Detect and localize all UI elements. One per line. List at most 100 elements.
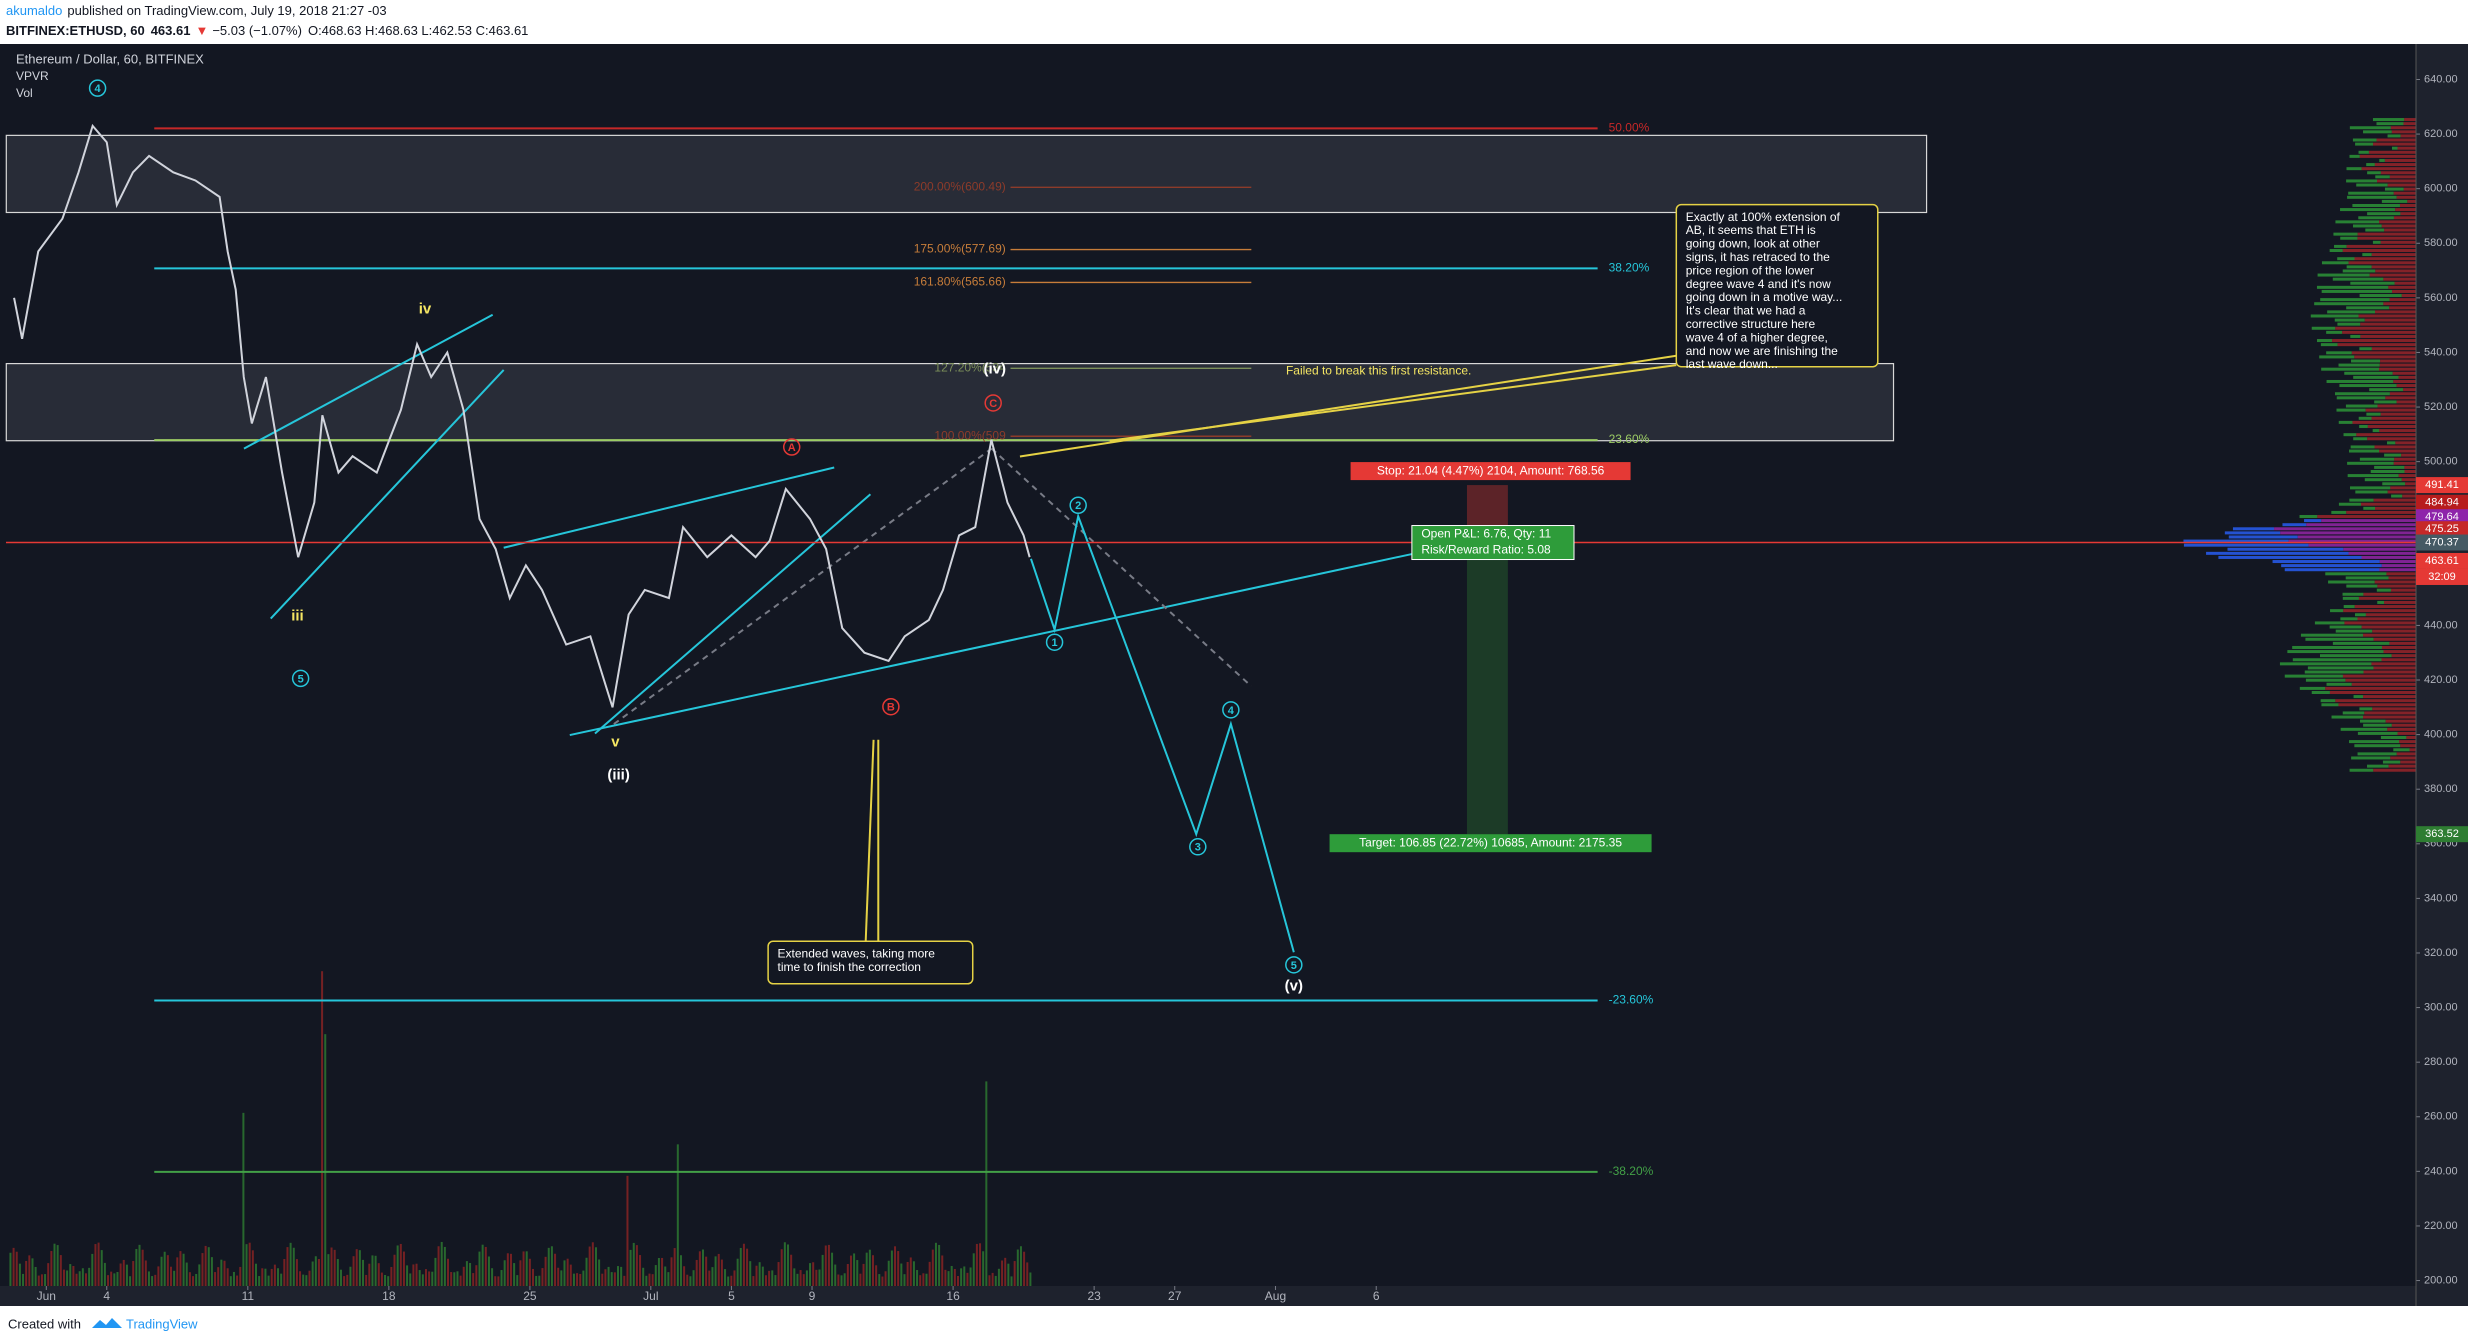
- volume-profile-bar: [2382, 760, 2401, 764]
- volume-profile-bar: [2218, 555, 2362, 559]
- volume-profile-bar: [2380, 736, 2407, 740]
- footer-brand[interactable]: TradingView: [126, 1316, 198, 1331]
- x-tick-label: 9: [809, 1289, 816, 1303]
- volume-profile-bar: [2342, 592, 2364, 596]
- volume-bar: [491, 1268, 494, 1286]
- note-line: signs, it has retraced to the: [1686, 250, 1830, 264]
- volume-bar: [40, 1274, 43, 1286]
- volume-bar: [1026, 1262, 1029, 1286]
- volume-profile-bar: [2402, 494, 2416, 498]
- volume-bar: [506, 1253, 509, 1286]
- volume-profile-bar: [2365, 228, 2385, 232]
- volume-bar: [799, 1270, 802, 1286]
- time-axis-bg: [0, 1286, 2416, 1306]
- header-line-1: akumaldo published on TradingView.com, Ju…: [6, 3, 387, 18]
- volume-bar: [916, 1270, 919, 1286]
- volume-profile-bar: [2366, 412, 2381, 416]
- volume-bar: [280, 1273, 283, 1286]
- wave-label: 4: [95, 83, 102, 95]
- volume-profile-bar: [2389, 175, 2416, 179]
- volume-bar: [594, 1247, 597, 1286]
- volume-profile-bar: [2335, 326, 2416, 330]
- price-tag-label: 479.64: [2425, 511, 2459, 523]
- volume-bar: [399, 1243, 402, 1286]
- volume-bar: [418, 1270, 421, 1286]
- x-tick-label: 23: [1087, 1289, 1101, 1303]
- wave-label: 1: [1052, 637, 1058, 649]
- volume-profile-bar: [2374, 163, 2416, 167]
- note-line: It's clear that we had a: [1686, 304, 1806, 318]
- volume-bar: [982, 1251, 985, 1286]
- volume-bar: [670, 1257, 673, 1286]
- volume-profile-bar: [2334, 318, 2365, 322]
- volume-bar: [302, 1274, 305, 1286]
- fib-label: -23.60%: [1609, 993, 1654, 1007]
- volume-bar: [384, 1274, 387, 1286]
- wave-circle: [1285, 956, 1303, 974]
- volume-bar: [415, 1263, 418, 1286]
- volume-profile-bar: [2305, 637, 2374, 641]
- volume-profile-bar: [2321, 519, 2416, 523]
- volume-bar: [192, 1276, 195, 1286]
- x-tick-label: Jun: [37, 1289, 56, 1303]
- wave-label: (iii): [607, 766, 630, 783]
- note-line: Exactly at 100% extension of: [1686, 210, 1841, 224]
- volume-bar: [648, 1273, 651, 1286]
- volume-bar: [135, 1248, 138, 1286]
- volume-profile-bar: [2381, 645, 2416, 649]
- wave-label: 3: [1195, 842, 1201, 854]
- pnl-label: Open P&L: 6.76, Qty: 11: [1421, 527, 1551, 541]
- volume-bar: [509, 1253, 512, 1286]
- y-tick-label: 400.00: [2424, 729, 2458, 741]
- volume-profile-bar: [2367, 764, 2389, 768]
- volume-bar: [28, 1255, 31, 1286]
- trend-line: [569, 553, 1413, 737]
- volume-profile-bar: [2361, 502, 2416, 506]
- volume-bar: [629, 1249, 632, 1286]
- note-line: Extended waves, taking more: [778, 946, 936, 960]
- volume-bar: [919, 1275, 922, 1286]
- volume-profile-bar: [2384, 600, 2416, 604]
- dashed-line: [613, 447, 993, 725]
- volume-bar: [900, 1263, 903, 1286]
- volume-profile-bar: [2385, 396, 2416, 400]
- volume-bar: [522, 1251, 525, 1286]
- volume-bar: [327, 1254, 330, 1286]
- volume-bar: [500, 1270, 503, 1286]
- volume-profile-bar: [2327, 310, 2375, 314]
- volume-bar: [311, 1261, 314, 1286]
- x-tick-label: 5: [728, 1289, 735, 1303]
- wave-circle: [782, 438, 801, 456]
- volume-profile-bar: [2349, 126, 2391, 130]
- volume-profile-bar: [2297, 535, 2416, 539]
- volume-profile-bar: [2361, 167, 2416, 171]
- note-box: [767, 940, 974, 985]
- author[interactable]: akumaldo: [6, 3, 62, 18]
- volume-bar: [47, 1263, 50, 1286]
- volume-profile-bar: [2325, 686, 2416, 690]
- volume-bar: [802, 1274, 805, 1286]
- volume-profile-bar: [2388, 285, 2416, 289]
- volume-profile-bar: [2369, 388, 2404, 392]
- volume-profile-bar: [2395, 208, 2416, 212]
- volume-bar: [956, 1276, 959, 1286]
- volume-profile-bar: [2348, 261, 2416, 265]
- price-tag-label: 484.94: [2425, 497, 2459, 509]
- volume-bar: [481, 1244, 484, 1286]
- volume-profile-bar: [2340, 236, 2358, 240]
- volume-profile-bar: [2380, 171, 2416, 175]
- volume-profile-bar: [2369, 273, 2416, 277]
- volume-bar: [727, 1276, 730, 1286]
- volume-bar: [336, 1259, 339, 1286]
- y-tick-label: 260.00: [2424, 1111, 2458, 1123]
- volume-bar: [258, 1276, 261, 1286]
- volume-profile-bar: [2329, 690, 2416, 694]
- x-tick-label: Aug: [1265, 1289, 1286, 1303]
- volume-bar: [450, 1272, 453, 1286]
- x-tick-label: 25: [523, 1289, 537, 1303]
- volume-bar: [368, 1263, 371, 1286]
- volume-bar: [831, 1252, 834, 1286]
- y-tick-label: 220.00: [2424, 1220, 2458, 1232]
- volume-bar: [270, 1268, 273, 1286]
